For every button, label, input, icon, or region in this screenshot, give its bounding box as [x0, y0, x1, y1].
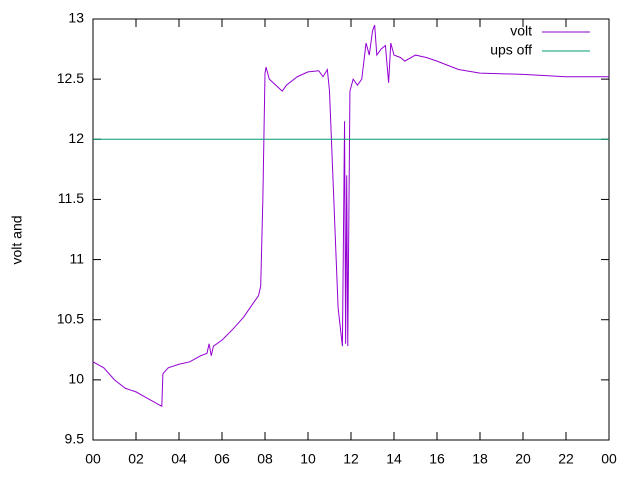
y-tick-label: 12 [68, 130, 84, 146]
series-line [92, 24, 609, 408]
x-tick-label: 22 [558, 451, 574, 467]
y-tick-label: 13 [68, 10, 84, 26]
y-tick-label: 10.5 [57, 310, 84, 326]
x-tick-label: 08 [257, 451, 273, 467]
y-axis-label: volt and [9, 215, 25, 264]
plot-frame [92, 18, 610, 441]
x-tick-label: 12 [343, 451, 359, 467]
x-tick-label: 14 [386, 451, 402, 467]
x-tick-label: 04 [171, 451, 187, 467]
legend-label: ups off [490, 42, 532, 58]
y-tick-label: 11.5 [58, 190, 84, 206]
y-tick-label: 9.5 [65, 431, 85, 447]
x-tick-label: 06 [214, 451, 230, 467]
x-tick-label: 16 [429, 451, 445, 467]
x-tick-label: 02 [128, 451, 144, 467]
x-tick-label: 18 [472, 451, 488, 467]
y-tick-label: 11 [69, 250, 84, 266]
x-tick-label: 00 [85, 451, 101, 467]
x-tick-label: 00 [601, 451, 617, 467]
x-tick-label: 10 [300, 451, 316, 467]
x-tick-label: 20 [515, 451, 531, 467]
y-tick-label: 10 [68, 371, 84, 387]
legend-label: volt [510, 23, 532, 39]
y-tick-label: 12.5 [57, 70, 84, 86]
